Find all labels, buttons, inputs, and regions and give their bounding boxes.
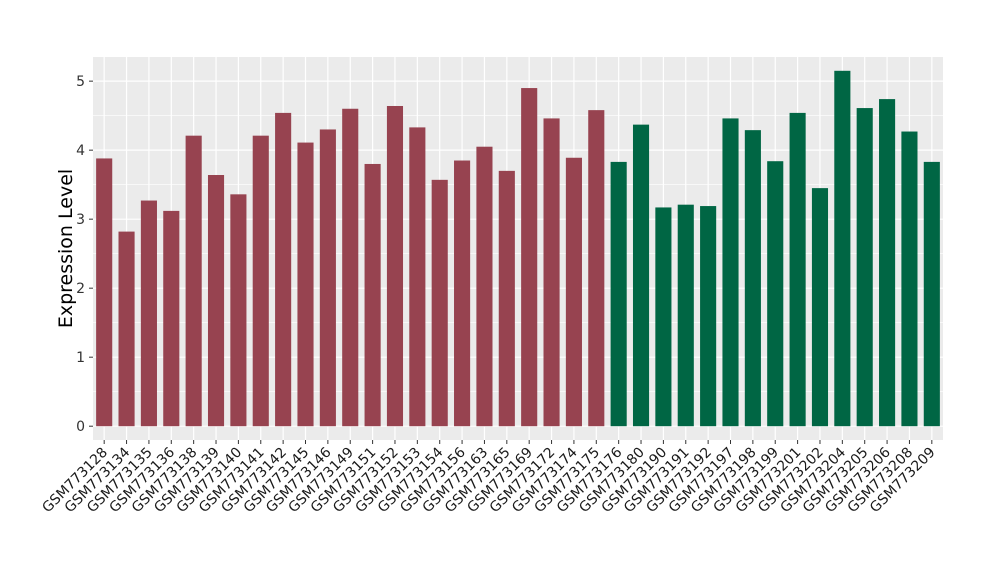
bar-GSM773198 — [744, 130, 761, 427]
y-tick-label: 1 — [76, 350, 85, 366]
bar-GSM773176 — [610, 161, 627, 427]
bar-GSM773192 — [700, 206, 717, 427]
bars — [96, 70, 940, 427]
bar-GSM773175 — [588, 110, 605, 427]
bar-GSM773139 — [207, 175, 225, 427]
bar-GSM773141 — [252, 135, 269, 427]
bar-GSM773191 — [677, 204, 694, 427]
y-tick-label: 2 — [76, 281, 85, 297]
bar-GSM773146 — [319, 129, 336, 427]
y-tick-label: 0 — [76, 419, 85, 435]
bar-GSM773180 — [632, 124, 650, 427]
bar-GSM773145 — [297, 142, 314, 427]
bar-GSM773163 — [476, 146, 493, 427]
y-tick-label: 4 — [76, 143, 85, 159]
y-axis-title: Expression Level — [55, 169, 77, 328]
y-tick-label: 5 — [76, 74, 85, 90]
bar-GSM773154 — [431, 179, 448, 427]
bar-GSM773136 — [163, 210, 180, 427]
axes: 012345GSM773128GSM773134GSM773135GSM7731… — [39, 74, 938, 516]
bar-GSM773134 — [118, 231, 135, 427]
bar-GSM773165 — [498, 170, 515, 427]
bar-GSM773140 — [230, 194, 247, 427]
bar-GSM773197 — [722, 118, 739, 427]
bar-GSM773138 — [185, 135, 202, 427]
bar-GSM773152 — [386, 105, 404, 427]
bar-GSM773172 — [543, 118, 560, 427]
bar-GSM773208 — [901, 131, 918, 427]
bar-GSM773204 — [834, 70, 851, 427]
bar-GSM773149 — [342, 108, 359, 427]
bar-GSM773201 — [789, 112, 806, 427]
y-tick-label: 3 — [76, 212, 85, 228]
bar-GSM773205 — [856, 108, 873, 427]
bar-GSM773153 — [409, 127, 426, 427]
bar-GSM773151 — [364, 163, 381, 427]
bar-GSM773190 — [655, 207, 672, 427]
bar-GSM773169 — [521, 88, 538, 427]
bar-GSM773206 — [879, 99, 896, 427]
bar-GSM773209 — [923, 161, 940, 427]
bar-GSM773174 — [565, 157, 582, 427]
bar-GSM773128 — [96, 158, 113, 427]
bar-GSM773142 — [275, 112, 292, 427]
bar-GSM773156 — [454, 160, 471, 427]
bar-GSM773135 — [140, 200, 157, 427]
bar-GSM773202 — [811, 188, 829, 427]
bar-GSM773199 — [767, 161, 784, 427]
